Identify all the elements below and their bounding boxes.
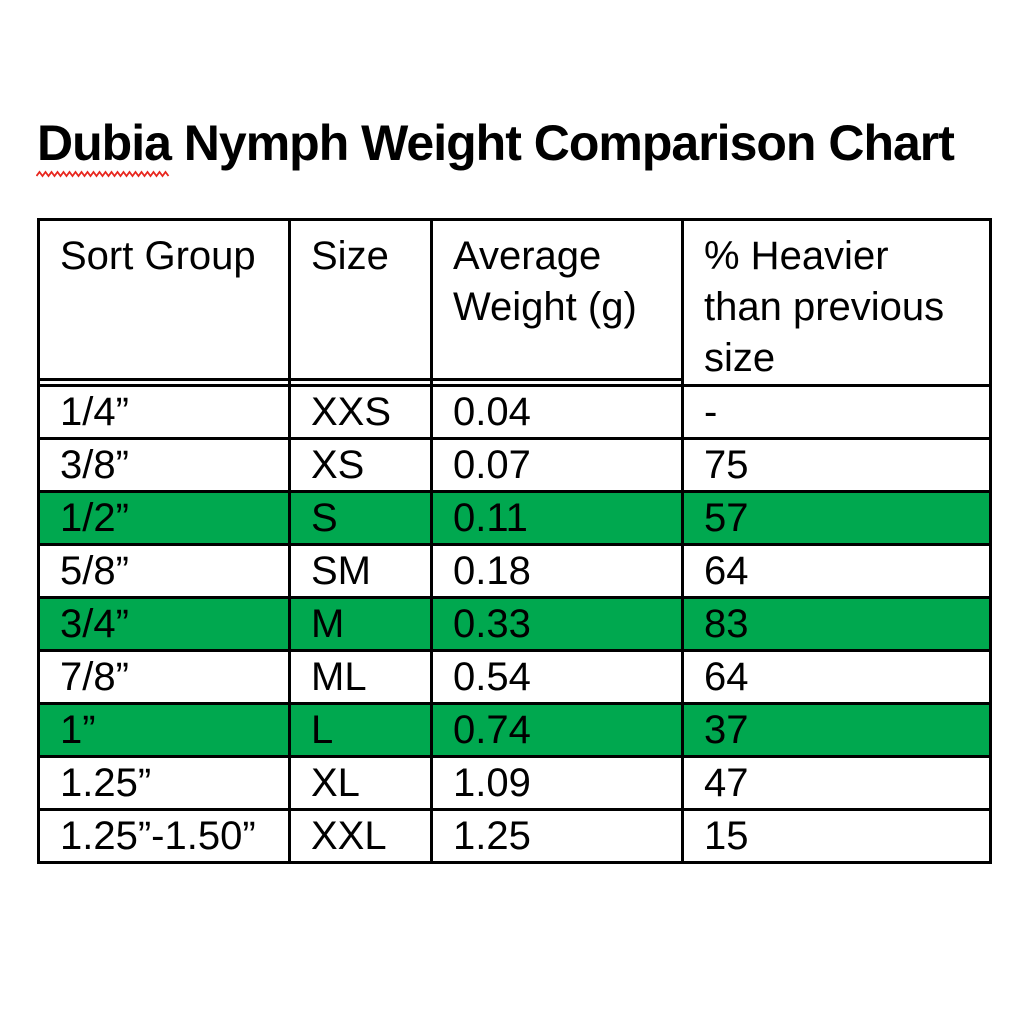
weight-comparison-table: Sort Group Size Average Weight (g) % Hea… [37,218,992,864]
cell-sort-group: 3/8” [37,437,291,493]
cell-pct-heavier: 37 [681,702,992,758]
cell-size: ML [288,649,433,705]
cell-pct-heavier: - [681,384,992,440]
cell-sort-group: 1.25” [37,755,291,811]
cell-avg-weight: 0.33 [430,596,684,652]
table-row: 1.25”-1.50” XXL 1.25 15 [37,808,992,864]
column-header-average-weight: Average Weight (g) [430,218,684,387]
cell-sort-group: 1.25”-1.50” [37,808,291,864]
cell-size: SM [288,543,433,599]
spellcheck-underline [36,170,170,178]
cell-sort-group: 5/8” [37,543,291,599]
cell-size: XS [288,437,433,493]
cell-pct-heavier: 15 [681,808,992,864]
cell-pct-heavier: 47 [681,755,992,811]
table-row: 7/8” ML 0.54 64 [37,649,992,705]
table-row: 1/4” XXS 0.04 - [37,384,992,440]
cell-sort-group: 1/2” [37,490,291,546]
cell-sort-group: 7/8” [37,649,291,705]
cell-avg-weight: 0.54 [430,649,684,705]
title-rest: Nymph Weight Comparison Chart [170,115,955,171]
table-row: 1” L 0.74 37 [37,702,992,758]
cell-pct-heavier: 83 [681,596,992,652]
table-row: 3/4” M 0.33 83 [37,596,992,652]
cell-avg-weight: 0.74 [430,702,684,758]
cell-pct-heavier: 64 [681,543,992,599]
cell-avg-weight: 0.04 [430,384,684,440]
cell-size: XXS [288,384,433,440]
title-misspelled-word: Dubia [37,115,172,171]
table-row: 5/8” SM 0.18 64 [37,543,992,599]
column-header-pct-heavier: % Heavier than previous size [681,218,992,387]
cell-avg-weight: 0.07 [430,437,684,493]
cell-size: M [288,596,433,652]
table-row: 3/8” XS 0.07 75 [37,437,992,493]
cell-sort-group: 1” [37,702,291,758]
cell-size: L [288,702,433,758]
spellcheck-underline-path [36,170,170,178]
cell-size: S [288,490,433,546]
cell-avg-weight: 0.11 [430,490,684,546]
page-title: Dubia Nymph Weight Comparison Chart [37,115,955,171]
table-row: 1.25” XL 1.09 47 [37,755,992,811]
cell-sort-group: 1/4” [37,384,291,440]
header-row: Sort Group Size Average Weight (g) % Hea… [37,218,992,387]
cell-pct-heavier: 57 [681,490,992,546]
cell-pct-heavier: 64 [681,649,992,705]
cell-sort-group: 3/4” [37,596,291,652]
cell-size: XL [288,755,433,811]
cell-avg-weight: 1.09 [430,755,684,811]
column-header-sort-group: Sort Group [37,218,291,387]
column-header-size: Size [288,218,433,387]
cell-pct-heavier: 75 [681,437,992,493]
table-row: 1/2” S 0.11 57 [37,490,992,546]
cell-avg-weight: 1.25 [430,808,684,864]
cell-avg-weight: 0.18 [430,543,684,599]
cell-size: XXL [288,808,433,864]
